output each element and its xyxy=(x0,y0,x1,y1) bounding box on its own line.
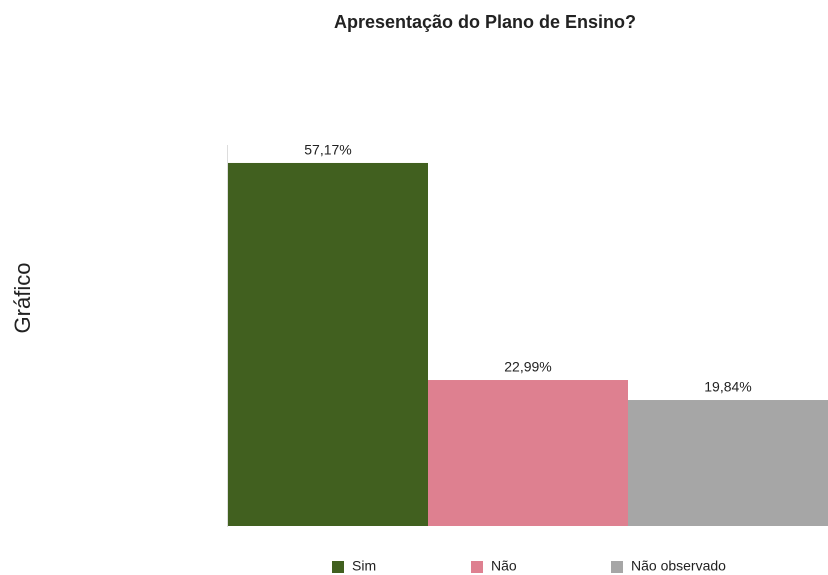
legend-swatch xyxy=(471,561,483,573)
bar xyxy=(428,380,628,526)
chart-title: Apresentação do Plano de Ensino? xyxy=(334,12,636,32)
bar xyxy=(628,400,828,526)
data-label: 57,17% xyxy=(304,142,351,158)
legend-label: Não observado xyxy=(631,558,726,574)
bar xyxy=(228,162,428,526)
legend-label: Não xyxy=(491,558,517,574)
legend-swatch xyxy=(332,561,344,573)
data-label: 19,84% xyxy=(704,379,751,395)
data-label: 22,99% xyxy=(504,359,551,375)
y-axis-label: Gráfico xyxy=(10,263,35,334)
legend-swatch xyxy=(611,561,623,573)
legend-label: Sim xyxy=(352,558,376,574)
